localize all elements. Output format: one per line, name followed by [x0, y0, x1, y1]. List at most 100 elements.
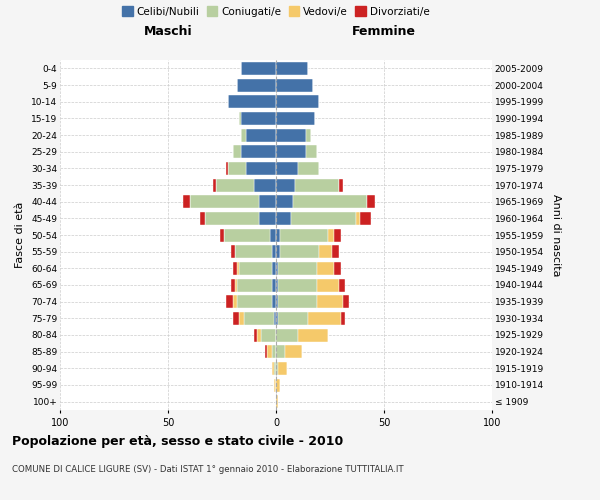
Bar: [233, 312, 239, 325]
Bar: [338, 278, 345, 291]
Bar: [224, 228, 269, 241]
Bar: [276, 345, 284, 358]
Bar: [239, 262, 272, 275]
Bar: [308, 312, 341, 325]
Bar: [338, 178, 343, 192]
Bar: [276, 278, 278, 291]
Bar: [293, 195, 367, 208]
Bar: [268, 345, 272, 358]
Bar: [239, 112, 241, 125]
Bar: [280, 245, 319, 258]
Bar: [200, 212, 205, 225]
Text: Popolazione per età, sesso e stato civile - 2010: Popolazione per età, sesso e stato civil…: [12, 435, 343, 448]
Bar: [233, 145, 241, 158]
Bar: [343, 295, 349, 308]
Bar: [237, 78, 276, 92]
Bar: [276, 378, 280, 392]
Bar: [244, 312, 274, 325]
Bar: [278, 362, 287, 375]
Bar: [295, 178, 338, 192]
Bar: [332, 245, 338, 258]
Bar: [278, 262, 317, 275]
Bar: [246, 162, 276, 175]
Bar: [214, 178, 215, 192]
Bar: [274, 312, 276, 325]
Bar: [276, 262, 278, 275]
Bar: [317, 295, 343, 308]
Bar: [259, 195, 276, 208]
Bar: [254, 178, 276, 192]
Bar: [233, 295, 237, 308]
Bar: [241, 62, 276, 75]
Bar: [276, 195, 293, 208]
Bar: [276, 145, 306, 158]
Bar: [235, 278, 237, 291]
Bar: [269, 228, 276, 241]
Bar: [341, 312, 345, 325]
Bar: [278, 312, 308, 325]
Bar: [190, 195, 259, 208]
Y-axis label: Fasce di età: Fasce di età: [16, 202, 25, 268]
Bar: [237, 295, 272, 308]
Bar: [265, 345, 268, 358]
Bar: [233, 262, 237, 275]
Bar: [246, 128, 276, 141]
Bar: [226, 162, 229, 175]
Bar: [317, 278, 338, 291]
Bar: [272, 362, 274, 375]
Bar: [306, 128, 311, 141]
Bar: [278, 295, 317, 308]
Bar: [276, 95, 319, 108]
Bar: [276, 212, 291, 225]
Bar: [278, 278, 317, 291]
Bar: [241, 112, 276, 125]
Bar: [298, 162, 319, 175]
Bar: [239, 312, 244, 325]
Bar: [272, 295, 276, 308]
Bar: [276, 395, 278, 408]
Bar: [237, 278, 272, 291]
Bar: [276, 128, 306, 141]
Bar: [356, 212, 360, 225]
Bar: [235, 245, 272, 258]
Bar: [215, 178, 254, 192]
Bar: [319, 245, 332, 258]
Text: COMUNE DI CALICE LIGURE (SV) - Dati ISTAT 1° gennaio 2010 - Elaborazione TUTTITA: COMUNE DI CALICE LIGURE (SV) - Dati ISTA…: [12, 465, 404, 474]
Bar: [306, 145, 317, 158]
Bar: [205, 212, 259, 225]
Bar: [237, 262, 239, 275]
Text: Femmine: Femmine: [352, 24, 416, 38]
Bar: [230, 278, 235, 291]
Bar: [276, 162, 298, 175]
Bar: [334, 262, 341, 275]
Bar: [276, 328, 298, 342]
Bar: [276, 245, 280, 258]
Bar: [274, 362, 276, 375]
Bar: [274, 378, 276, 392]
Bar: [328, 228, 334, 241]
Bar: [241, 128, 246, 141]
Bar: [230, 245, 235, 258]
Bar: [280, 228, 328, 241]
Bar: [276, 178, 295, 192]
Y-axis label: Anni di nascita: Anni di nascita: [551, 194, 560, 276]
Bar: [229, 95, 276, 108]
Bar: [360, 212, 371, 225]
Bar: [226, 295, 233, 308]
Bar: [367, 195, 376, 208]
Bar: [272, 245, 276, 258]
Bar: [183, 195, 190, 208]
Bar: [229, 162, 246, 175]
Bar: [259, 212, 276, 225]
Bar: [276, 362, 278, 375]
Bar: [317, 262, 334, 275]
Bar: [298, 328, 328, 342]
Bar: [257, 328, 261, 342]
Bar: [334, 228, 341, 241]
Legend: Celibi/Nubili, Coniugati/e, Vedovi/e, Divorziati/e: Celibi/Nubili, Coniugati/e, Vedovi/e, Di…: [118, 2, 434, 21]
Bar: [276, 78, 313, 92]
Bar: [261, 328, 276, 342]
Bar: [291, 212, 356, 225]
Bar: [272, 262, 276, 275]
Bar: [276, 112, 315, 125]
